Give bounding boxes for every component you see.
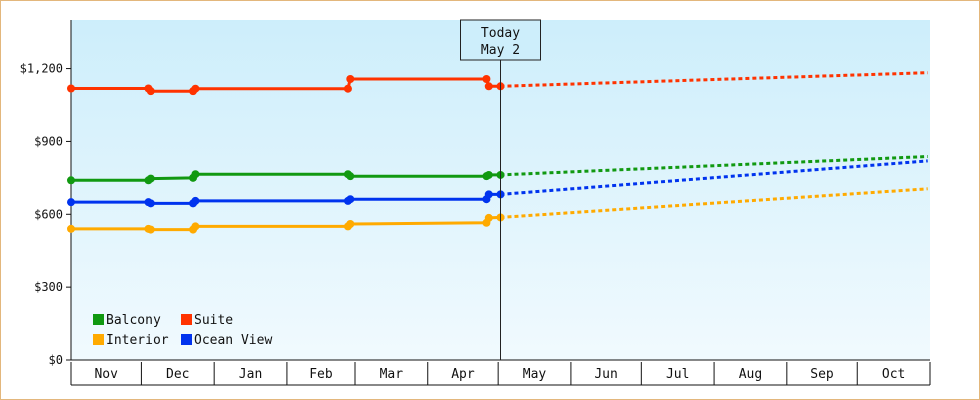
y-tick-label: $0 xyxy=(49,353,63,367)
price-point xyxy=(346,172,355,181)
forecast-line xyxy=(500,71,928,88)
price-point xyxy=(67,176,75,185)
price-point xyxy=(484,213,493,222)
price-point xyxy=(191,196,200,205)
price-point xyxy=(146,87,155,96)
y-tick-label: $600 xyxy=(34,207,63,221)
forecast-line xyxy=(500,187,928,219)
y-tick-label: $900 xyxy=(34,134,63,148)
month-label: May xyxy=(523,367,547,382)
price-point xyxy=(346,195,355,204)
price-point xyxy=(67,224,75,233)
month-label: Apr xyxy=(451,367,475,382)
month-label: Jan xyxy=(239,367,262,382)
month-label: Mar xyxy=(380,367,404,382)
price-point xyxy=(146,174,155,183)
y-tick-label: $300 xyxy=(34,280,63,294)
month-label: Dec xyxy=(166,367,189,382)
price-point xyxy=(67,84,75,93)
month-label: Nov xyxy=(94,367,118,382)
legend-swatch xyxy=(181,314,192,325)
legend-label: Interior xyxy=(106,333,169,348)
legend-swatch xyxy=(93,314,104,325)
price-point xyxy=(191,170,200,179)
price-point xyxy=(146,199,155,208)
month-label: Aug xyxy=(739,367,762,382)
price-point xyxy=(346,75,355,84)
month-label: Sep xyxy=(810,367,834,382)
price-point xyxy=(343,84,352,93)
legend-label: Balcony xyxy=(106,313,161,328)
price-point xyxy=(484,170,493,179)
price-point xyxy=(484,190,493,199)
series-interior xyxy=(67,187,928,234)
price-point xyxy=(482,75,491,84)
forecast-line xyxy=(500,159,928,196)
y-tick-label: $1,200 xyxy=(20,62,63,76)
series-layer xyxy=(67,71,928,234)
legend: Balcony Suite Interior Ocean View xyxy=(93,313,272,348)
price-point xyxy=(484,82,493,91)
x-axis: Nov Dec Jan Feb Mar Apr May Jun Jul Aug Sep Oct xyxy=(70,362,931,386)
legend-swatch xyxy=(93,334,104,345)
series-suite xyxy=(67,71,928,96)
today-date-label: May 2 xyxy=(481,43,520,58)
today-label: Today xyxy=(481,26,520,41)
month-label: Jul xyxy=(666,367,689,382)
month-label: Feb xyxy=(309,367,333,382)
price-point xyxy=(191,222,200,231)
price-point xyxy=(67,198,75,207)
series-balcony xyxy=(67,155,928,185)
forecast-line xyxy=(500,155,928,177)
legend-label: Ocean View xyxy=(194,333,272,348)
series-ocean-view xyxy=(67,159,928,208)
today-marker: Today May 2 xyxy=(460,19,541,360)
today-label-box xyxy=(460,19,541,61)
price-point xyxy=(346,220,355,228)
month-label: Jun xyxy=(594,367,617,382)
legend-swatch xyxy=(181,334,192,345)
legend-label: Suite xyxy=(194,313,233,328)
price-point xyxy=(146,225,155,234)
month-label: Oct xyxy=(882,367,905,382)
price-point xyxy=(191,84,200,93)
